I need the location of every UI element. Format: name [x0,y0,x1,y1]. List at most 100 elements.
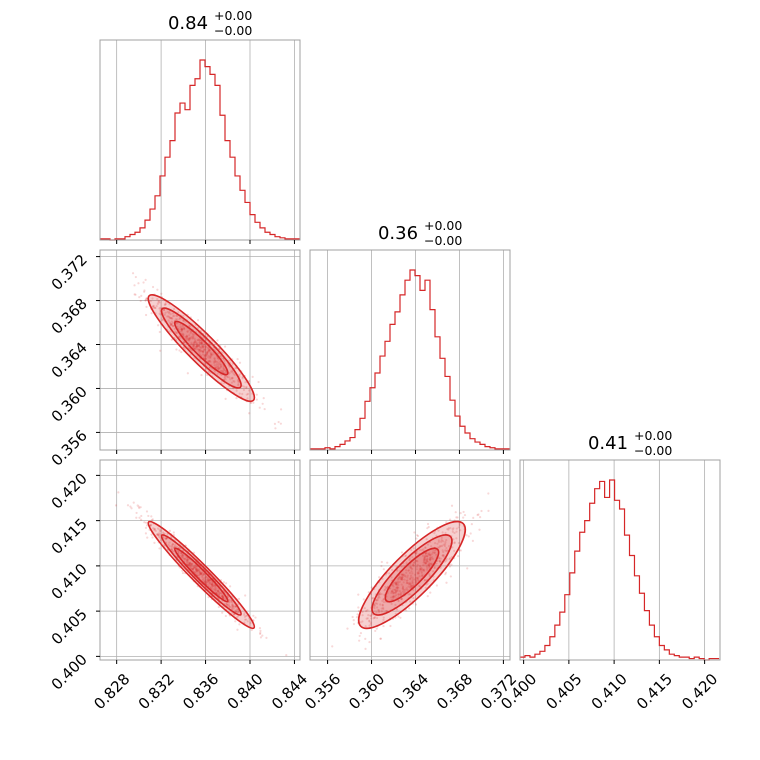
sample-point [214,360,217,364]
sample-point [180,329,184,333]
sample-point [157,532,160,535]
sample-point [193,566,197,569]
sample-point [445,521,448,524]
sample-point [215,587,218,590]
sample-point [207,349,210,353]
sample-point [451,530,454,533]
sample-point [416,571,419,574]
sample-point [391,590,394,593]
sample-point [193,339,197,342]
sample-point [142,281,145,284]
sample-point [163,532,166,535]
sample-point [392,596,395,599]
sample-point [185,559,188,562]
sample-point [405,569,408,572]
sample-point [208,359,211,363]
sample-point [129,505,132,508]
sample-point [408,581,412,584]
sample-point [423,568,426,571]
sample-point [376,602,379,605]
sample-point [139,506,142,509]
sample-point [427,563,431,567]
sample-point [191,335,194,338]
sample-point [196,344,199,347]
sample-point [199,349,202,352]
sample-point [172,321,175,324]
sample-point [207,583,211,586]
sample-point [188,325,191,328]
sample-point [157,535,161,538]
x-tick-label: 0.828 [90,670,133,713]
sample-point [373,603,376,606]
sample-point [185,335,188,338]
sample-point [415,580,418,583]
sample-point [159,349,162,352]
sample-point [425,561,428,565]
sample-point [236,357,239,361]
sample-point [237,597,241,600]
sample-point [465,534,468,537]
sample-point [149,524,152,527]
sample-point [358,634,361,638]
sample-point [193,337,196,340]
sample-point [377,595,380,598]
sample-point [203,362,206,365]
sample-point [233,380,236,383]
sample-point [222,382,226,385]
sample-point [204,345,208,348]
sample-point [437,529,440,532]
sample-point [238,373,241,377]
scatter-panel-2-frame [309,459,511,661]
sample-point [382,607,385,611]
sample-point [416,572,420,575]
sample-point [207,349,210,352]
sample-point [405,579,408,582]
sample-point [230,376,233,380]
sample-point [189,332,192,335]
sample-point [446,549,449,552]
sample-point [165,537,168,540]
sample-point [219,591,223,594]
sample-point [189,562,192,565]
sample-point [198,348,201,351]
sample-point [429,558,432,561]
sample-point [175,314,178,317]
sample-point [181,332,184,335]
sample-point [226,376,229,379]
sample-point [192,341,196,344]
sample-point [144,278,147,281]
sample-point [167,312,171,315]
sample-point [417,571,420,574]
sample-point [399,616,402,619]
sample-point [220,594,223,598]
sample-point [418,569,421,573]
sample-point [190,562,193,566]
sample-point [208,359,211,363]
sample-point [211,581,214,584]
sample-point [424,546,427,549]
sample-point [207,578,210,581]
sample-point [424,552,427,555]
sample-point [397,577,400,580]
sample-point [188,336,191,340]
sample-point [394,591,397,594]
sample-point [219,365,223,368]
sample-point [422,548,425,551]
sample-point [221,595,224,598]
sample-point [425,538,428,541]
sample-point [375,627,378,630]
sample-point [149,299,152,303]
sample-point [185,334,188,337]
sample-point [234,610,238,613]
sample-point [165,537,168,540]
sample-point [207,579,210,582]
sample-point [242,388,246,392]
sample-point [138,516,141,519]
sample-point [380,610,383,613]
sample-point [414,552,417,555]
sample-point [401,590,404,593]
sample-point [228,359,231,362]
sample-point [231,369,234,373]
sample-point [237,381,240,384]
